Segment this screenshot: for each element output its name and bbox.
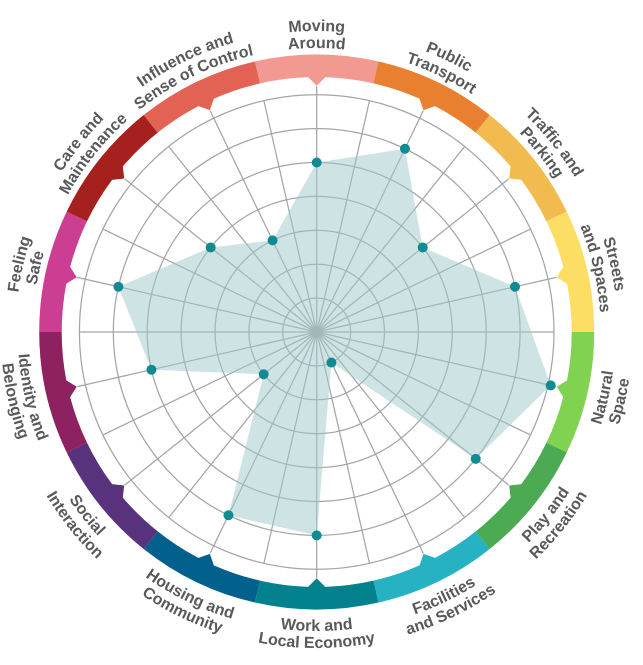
svg-text:Local Economy: Local Economy — [257, 630, 376, 652]
svg-text:Work and: Work and — [280, 616, 353, 635]
svg-text:Moving: Moving — [288, 18, 346, 36]
svg-text:Around: Around — [287, 35, 346, 53]
